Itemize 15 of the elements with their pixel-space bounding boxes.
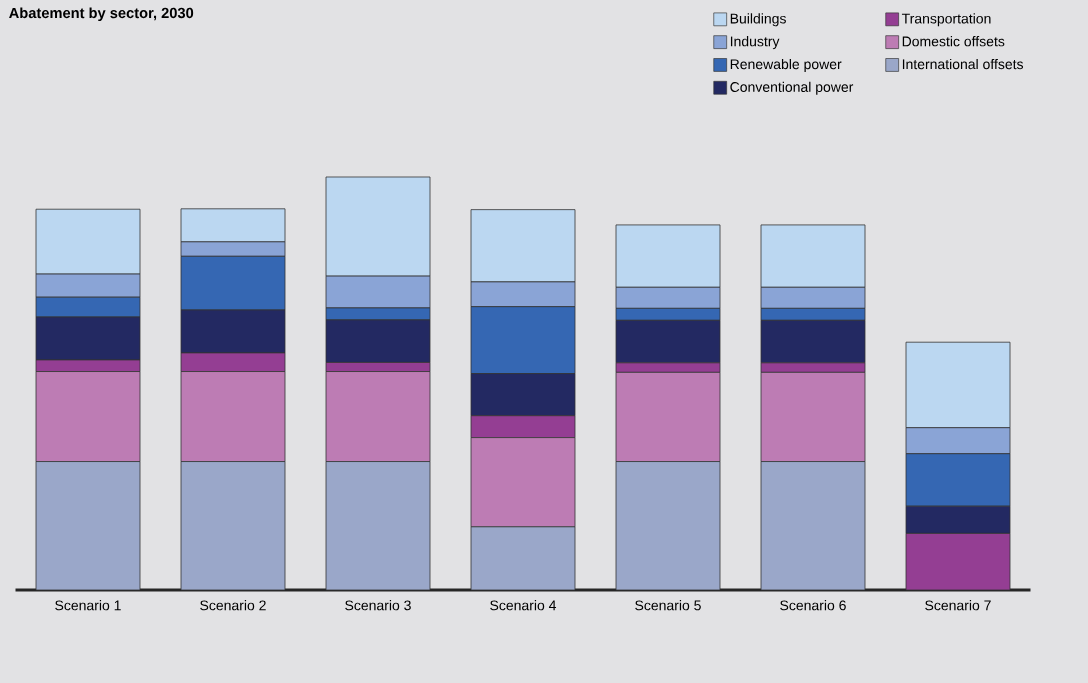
- legend-label: Renewable power: [730, 58, 842, 72]
- x-tick-label: Scenario 6: [780, 600, 846, 611]
- x-tick-label: Scenario 1: [55, 600, 121, 611]
- x-tick-label: Scenario 7: [925, 600, 991, 611]
- legend-label: Industry: [730, 36, 780, 50]
- x-tick-label: Scenario 3: [345, 600, 411, 611]
- legend-label: Transportation: [901, 13, 991, 27]
- chart-title: Abatement by sector, 2030: [9, 7, 194, 22]
- legend-label: Domestic offsets: [902, 36, 1005, 47]
- legend-label: Buildings: [730, 13, 786, 27]
- x-tick-label: Scenario 5: [635, 600, 701, 611]
- legend-label: International offsets: [902, 58, 1024, 70]
- x-tick-label: Scenario 2: [200, 600, 266, 611]
- x-tick-label: Scenario 4: [490, 600, 557, 611]
- legend-label: Conventional power: [730, 81, 854, 95]
